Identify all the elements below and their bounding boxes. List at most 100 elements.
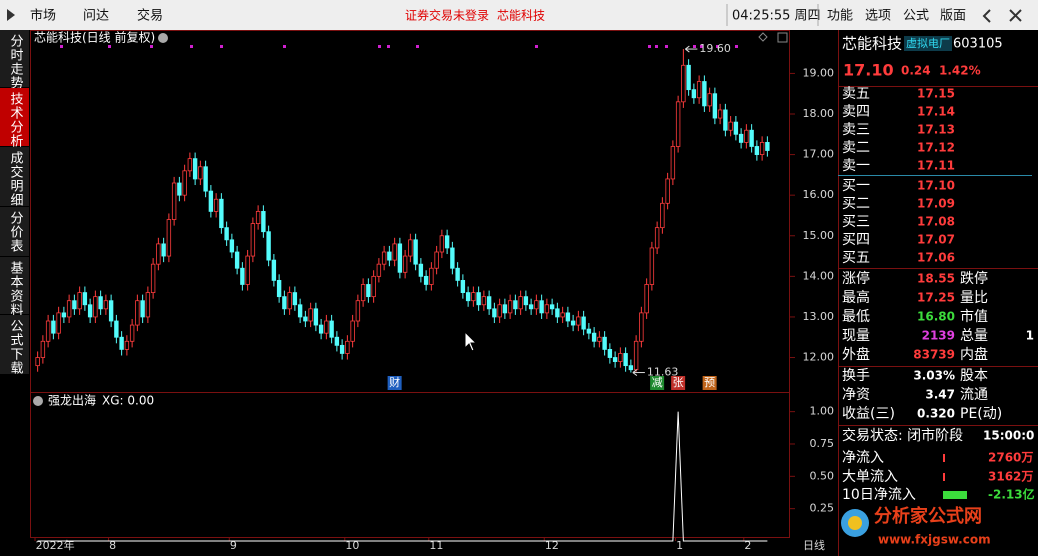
sidebar-tab[interactable]: [0, 315, 29, 374]
book-label: 买一: [842, 178, 870, 194]
menu-icon[interactable]: [7, 9, 15, 21]
candle-body: [182, 170, 187, 196]
chart-title: 芯能科技(日线 前复权): [34, 30, 155, 45]
dropdown-icon[interactable]: [158, 33, 168, 43]
candle-body: [402, 255, 408, 273]
current-stock: 芯能科技: [497, 9, 545, 23]
close-button[interactable]: [1009, 9, 1022, 22]
last-price: 17.10: [843, 61, 894, 80]
stat-label: 现量: [842, 328, 870, 344]
stat-value: 3.03%: [913, 369, 955, 383]
candle-body: [628, 365, 634, 371]
candle-body: [350, 320, 355, 342]
maximize-icon[interactable]: [777, 32, 788, 43]
candle-body: [124, 340, 130, 350]
menu-item[interactable]: 公式: [903, 9, 929, 24]
candle-body: [261, 211, 266, 233]
back-button[interactable]: [982, 9, 991, 23]
candle-body: [534, 300, 539, 310]
sidebar-label[interactable]: 技术分析: [8, 92, 24, 148]
candle-body: [728, 121, 733, 131]
event-label: 财: [389, 375, 400, 389]
candle-body: [597, 336, 602, 342]
y-tick-label: 12.00: [803, 351, 835, 364]
sidebar-label[interactable]: 分价表: [8, 211, 24, 253]
event-badge[interactable]: [702, 376, 717, 390]
extreme-label: 19.60: [699, 42, 731, 55]
sidebar-label[interactable]: 公式下载: [8, 319, 24, 375]
candle-body: [497, 304, 502, 318]
candle-body: [77, 292, 82, 310]
candle-body: [381, 251, 387, 265]
sidebar-label[interactable]: 分时走势: [8, 34, 24, 90]
sidebar-tab[interactable]: [0, 88, 29, 146]
stat-label: 最低: [842, 309, 870, 325]
event-badge[interactable]: [387, 376, 402, 390]
stat-label: 内盘: [960, 346, 988, 363]
candle-body: [570, 320, 576, 326]
sidebar-tab[interactable]: [0, 30, 29, 87]
book-price: 17.14: [917, 105, 955, 119]
flow-bar: [943, 454, 945, 462]
event-badge[interactable]: [650, 376, 665, 390]
candle-body: [612, 357, 618, 362]
candle-body: [712, 93, 718, 119]
sidebar-tab[interactable]: [0, 257, 29, 314]
book-label: 卖五: [842, 86, 870, 102]
extreme-label: 11.63: [647, 366, 679, 379]
x-tick-label: 2022年: [36, 538, 75, 552]
candle-body: [707, 93, 712, 107]
candle-body: [145, 292, 151, 318]
menu-item[interactable]: 功能: [827, 9, 853, 24]
stock-tag: 虚拟电厂: [906, 36, 950, 50]
sidebar-label[interactable]: 基本资料: [8, 261, 24, 317]
login-status[interactable]: 证券交易未登录: [405, 8, 489, 23]
candle-body: [618, 353, 623, 362]
sidebar-label[interactable]: 成交明细: [8, 151, 24, 207]
logo: [848, 516, 862, 530]
menu-item[interactable]: 交易: [137, 8, 163, 24]
stat-label: 量比: [960, 290, 988, 306]
candle-body: [250, 223, 256, 257]
sidebar-tab[interactable]: [0, 207, 29, 256]
candle-body: [371, 275, 376, 298]
candle-body: [723, 109, 728, 131]
candle-body: [717, 109, 723, 119]
menu-item[interactable]: 市场: [30, 8, 56, 24]
sidebar-tab[interactable]: [0, 147, 29, 206]
candle-body: [318, 324, 324, 334]
period-label[interactable]: 日线: [803, 538, 825, 552]
menu-item[interactable]: 选项: [865, 9, 891, 24]
candle-body: [518, 296, 523, 310]
menu-item[interactable]: 问达: [83, 9, 109, 24]
candle-body: [376, 263, 382, 277]
menu-item[interactable]: 版面: [940, 9, 966, 24]
flow-label: 净流入: [842, 450, 884, 466]
candle-body: [675, 101, 681, 147]
menu-bar: [0, 0, 1038, 30]
candle-body: [392, 243, 397, 261]
candle-body: [171, 182, 177, 220]
candle-body: [177, 182, 182, 196]
candle-body: [486, 296, 492, 310]
candle-body: [481, 296, 487, 306]
candle-body: [565, 312, 571, 322]
x-tick-label: 12: [545, 539, 559, 552]
candle-body: [271, 259, 277, 281]
event-badge[interactable]: [671, 376, 686, 390]
dropdown-icon[interactable]: [33, 396, 43, 406]
candle-body: [82, 292, 88, 306]
candle-body: [360, 284, 366, 302]
candle-body: [702, 81, 707, 107]
stat-label: 最高: [842, 289, 870, 306]
x-tick-label: 9: [230, 539, 237, 552]
candle-body: [245, 255, 250, 285]
candle-body: [434, 251, 439, 269]
panel-icon[interactable]: [758, 32, 768, 42]
candle-body: [240, 267, 245, 285]
candle-body: [654, 227, 660, 249]
flow-value: 15:00:0: [983, 429, 1034, 443]
book-label: 买二: [842, 196, 870, 212]
price-change-pct: 1.42%: [939, 64, 981, 78]
candle-body: [539, 300, 544, 314]
